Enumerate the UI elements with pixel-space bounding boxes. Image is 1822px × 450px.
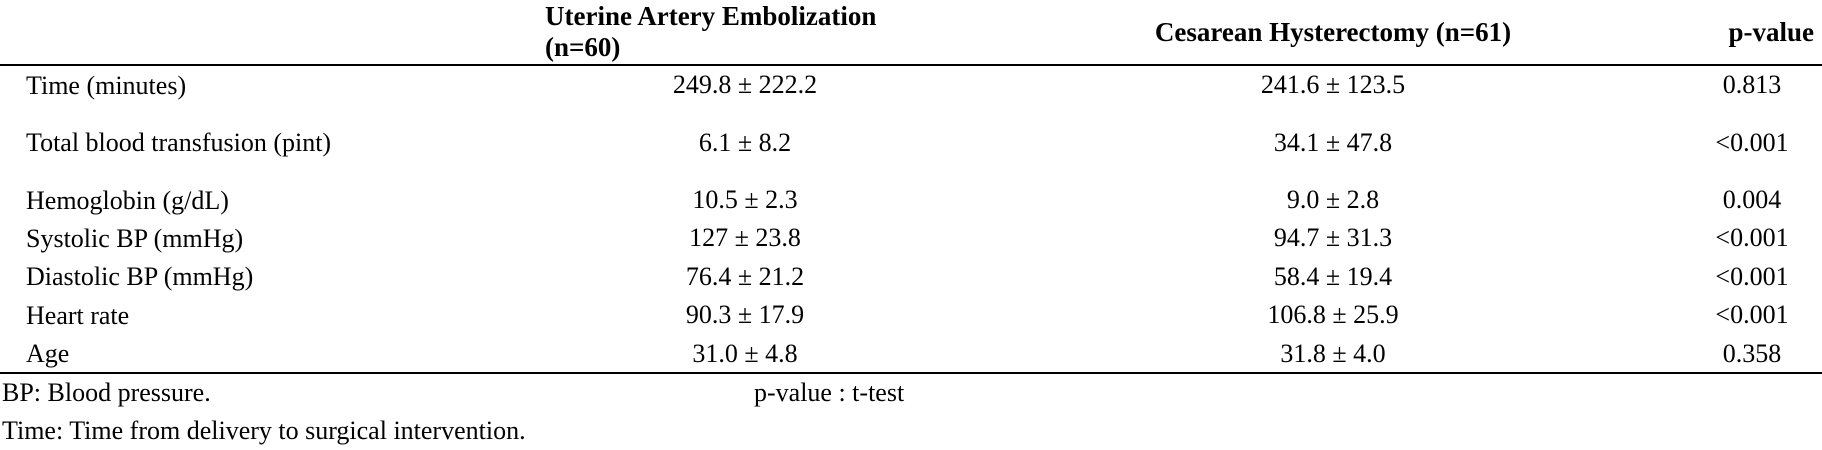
table-cell: 0.358 [1722,338,1782,368]
table-row: Heart rate 90.3 ± 17.9 106.8 ± 25.9 <0.001 [0,296,1822,334]
footnote: BP: Blood pressure. [2,378,211,407]
table-cell: 249.8 ± 222.2 [672,70,818,99]
table-row: Diastolic BP (mmHg) 76.4 ± 21.2 58.4 ± 19.… [0,257,1822,296]
table-cell: 90.3 ± 17.9 [685,300,805,329]
footnote: p-value : t-test [754,378,905,407]
table-cell: 10.5 ± 2.3 [692,185,798,214]
table-row: Age 31.0 ± 4.8 31.8 ± 4.0 0.358 [0,334,1822,373]
row-label: Hemoglobin (g/dL) [26,185,229,215]
table-cell: 76.4 ± 21.2 [685,261,805,291]
row-label: Systolic BP (mmHg) [26,223,244,253]
table-row: Systolic BP (mmHg) 127 ± 23.8 94.7 ± 31.3 <… [0,219,1822,257]
table-bottom-rule [0,372,1822,374]
table-row: Hemoglobin (g/dL) 10.5 ± 2.3 9.0 ± 2.8 0.00… [0,181,1822,219]
table-cell: 31.8 ± 4.0 [1280,338,1386,368]
table-cell: 127 ± 23.8 [689,223,801,252]
table-cell: 106.8 ± 25.9 [1267,300,1399,329]
table-cell: 241.6 ± 123.5 [1260,70,1406,99]
table-cell: <0.001 [1715,261,1789,291]
table-row: Time (minutes) 249.8 ± 222.2 241.6 ± 123.5… [0,66,1822,104]
row-label: Diastolic BP (mmHg) [26,262,254,291]
table-header: Uterine Artery Embolization (n=60) Cesare… [0,0,1822,66]
column-header: Uterine Artery Embolization (n=60) [545,1,877,62]
table-cell: 34.1 ± 47.8 [1273,127,1393,157]
table-row: Total blood transfusion (pint) 6.1 ± 8.2 3… [0,104,1822,181]
column-header: Cesarean Hysterectomy (n=61) [1154,16,1512,47]
table-cell: <0.001 [1715,300,1789,329]
table-cell: <0.001 [1715,223,1789,252]
table-cell: 58.4 ± 19.4 [1273,261,1393,291]
table-cell: 0.813 [1722,70,1782,99]
row-label: Time (minutes) [26,70,187,100]
table-cell: <0.001 [1715,127,1789,157]
footnote: Time: Time from delivery to surgical int… [2,416,526,445]
column-header: p-value [1728,16,1814,47]
table-cell: 6.1 ± 8.2 [698,127,792,157]
table-cell: 9.0 ± 2.8 [1286,185,1380,214]
row-label: Heart rate [26,300,130,330]
table-cell: 94.7 ± 31.3 [1273,223,1393,252]
row-label: Age [26,339,70,368]
row-label: Total blood transfusion (pint) [26,128,332,157]
table-cell: 31.0 ± 4.8 [692,338,798,368]
table-cell: 0.004 [1722,185,1782,214]
